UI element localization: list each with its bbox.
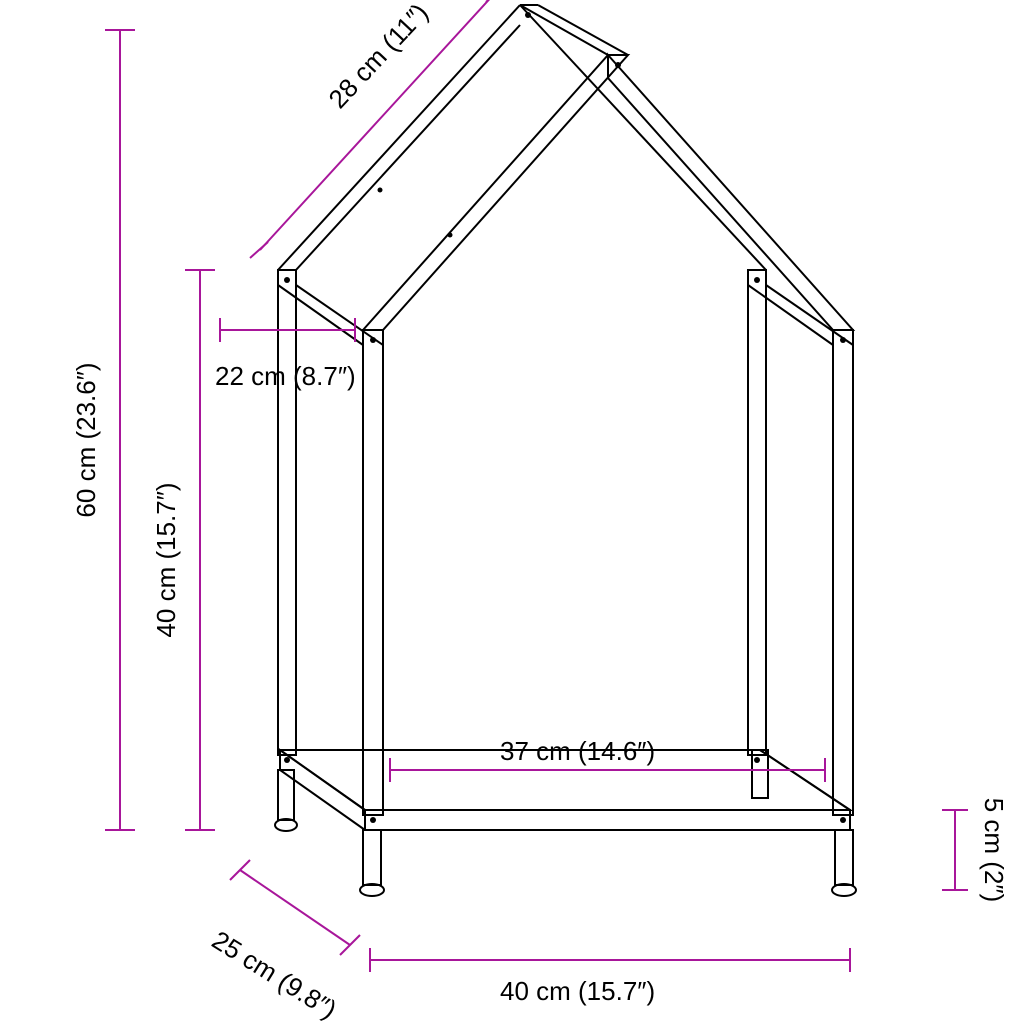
dim-inner-width: 37 cm (14.6″) (500, 736, 655, 766)
dim-inner-depth: 22 cm (8.7″) (215, 361, 356, 391)
dim-total-height: 60 cm (23.6″) (71, 362, 101, 517)
dim-depth: 25 cm (9.8″) (207, 925, 342, 1024)
dim-post-height: 40 cm (15.7″) (151, 482, 181, 637)
dim-foot-height: 5 cm (2″) (979, 798, 1009, 903)
dim-roof-depth: 28 cm (11″) (322, 0, 434, 114)
dim-width: 40 cm (15.7″) (500, 976, 655, 1006)
